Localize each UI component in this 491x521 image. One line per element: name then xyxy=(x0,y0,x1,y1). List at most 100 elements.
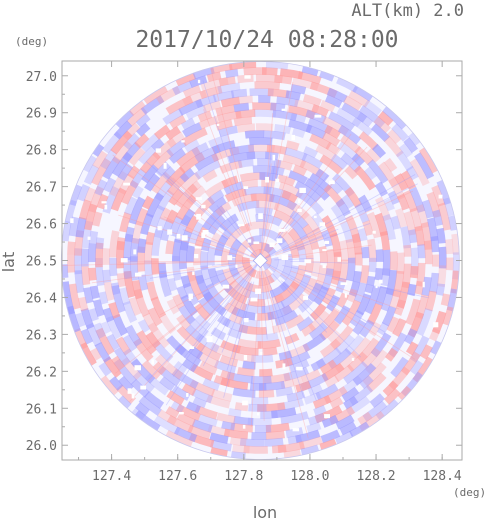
radar-echo-cell xyxy=(138,395,162,416)
radar-echo-cell xyxy=(165,240,175,255)
radar-echo-cell xyxy=(224,223,252,248)
radar-radial-streak xyxy=(266,264,416,360)
radar-echo-cell xyxy=(186,335,206,353)
y-tick-label: 26.6 xyxy=(26,218,57,233)
radar-echo-cell xyxy=(297,71,322,85)
radar-echo-cell xyxy=(324,374,340,388)
radar-no-data-gap xyxy=(123,182,131,186)
radar-echo-cell xyxy=(219,354,239,368)
x-tick-label: 127.8 xyxy=(224,469,263,484)
radar-echo-cell xyxy=(333,305,351,325)
radar-echo-cell xyxy=(67,241,76,255)
radar-echo-cell xyxy=(197,110,213,123)
radar-echo-cell xyxy=(428,327,441,342)
radar-no-data-gap xyxy=(313,215,317,219)
radar-echo-cell xyxy=(302,332,327,353)
radar-echo-cell xyxy=(229,297,248,312)
radar-echo-cell xyxy=(186,185,207,206)
radar-echo-cell xyxy=(320,429,341,444)
y-tick-label: 26.4 xyxy=(26,291,57,306)
radar-echo-cell xyxy=(180,208,196,227)
radar-echo-cell xyxy=(184,324,205,343)
radar-echo-cell xyxy=(186,270,205,301)
radar-echo-cell xyxy=(141,164,159,184)
radar-echo-cell xyxy=(272,109,298,122)
radar-echo-cell xyxy=(145,231,156,246)
radar-echo-cell xyxy=(227,151,256,164)
radar-echo-cell xyxy=(394,299,407,316)
radar-echo-cell xyxy=(384,347,399,362)
radar-echo-cell xyxy=(221,175,239,189)
radar-echo-cell xyxy=(421,276,432,297)
radar-no-data-gap xyxy=(276,238,283,244)
radar-echo-cell xyxy=(254,81,281,90)
radar-echo-cell xyxy=(171,385,191,401)
radar-echo-cell xyxy=(220,96,241,108)
radar-no-data-gap xyxy=(265,176,269,183)
radar-echo-cell xyxy=(135,113,151,128)
radar-echo-cell xyxy=(125,324,143,347)
x-tick-label: 128.0 xyxy=(290,469,329,484)
radar-echo-cell xyxy=(173,426,198,443)
radar-echo-cell xyxy=(352,84,374,102)
radar-echo-cell xyxy=(424,290,437,312)
radar-echo-cell xyxy=(338,375,363,396)
radar-echo-cell xyxy=(321,414,339,428)
radar-radial-streak xyxy=(146,263,257,351)
radar-echo-cell xyxy=(341,386,360,403)
radar-echo-cell xyxy=(130,407,146,422)
radar-echo-cell xyxy=(290,83,307,95)
radar-no-data-gap xyxy=(181,235,188,241)
radar-echo-cell xyxy=(255,207,274,217)
radar-echo-cell xyxy=(166,277,178,292)
radar-echo-cell xyxy=(270,102,286,112)
x-tick-label: 128.4 xyxy=(423,469,462,484)
radar-echo-cell xyxy=(344,165,359,180)
radar-echo-cell xyxy=(122,122,141,141)
radar-radial-streak xyxy=(264,271,317,401)
radar-echo-cell xyxy=(334,430,355,446)
radar-echo-cell xyxy=(242,256,258,278)
radar-echo-cell xyxy=(94,341,112,363)
radar-echo-cell xyxy=(319,359,338,375)
radar-echo-cell xyxy=(88,185,105,213)
radar-radial-streak xyxy=(260,137,273,255)
radar-echo-cell xyxy=(309,303,327,321)
radar-echo-cell xyxy=(259,172,279,182)
radar-radial-streak xyxy=(282,264,429,299)
radar-echo-cell xyxy=(310,260,321,278)
radar-echo-cell xyxy=(397,385,413,402)
radar-echo-cell xyxy=(437,265,447,288)
radar-echo-cell xyxy=(295,380,312,393)
radar-echo-cell xyxy=(255,123,274,132)
radar-radial-streak xyxy=(281,280,362,358)
radar-no-data-gap xyxy=(201,232,206,239)
radar-echo-cell xyxy=(153,415,181,436)
radar-echo-cell xyxy=(432,209,444,227)
radar-echo-cell xyxy=(271,407,297,419)
radar-echo-cell xyxy=(235,109,256,119)
radar-echo-cell xyxy=(436,179,453,205)
radar-echo-cell xyxy=(186,245,196,263)
radar-echo-cell xyxy=(217,82,241,94)
radar-echo-cell xyxy=(175,183,199,209)
radar-echo-cell xyxy=(176,325,192,341)
radar-echo-cell xyxy=(103,281,115,302)
radar-echo-cell xyxy=(345,257,356,282)
radar-echo-cell xyxy=(280,289,302,309)
radar-echo-cell xyxy=(262,346,278,356)
radar-radial-streak xyxy=(211,261,243,266)
radar-echo-cell xyxy=(166,415,194,434)
radar-echo-cell xyxy=(195,94,217,109)
radar-echo-cell xyxy=(74,270,85,294)
radar-echo-cell xyxy=(223,428,249,440)
radar-echo-cell xyxy=(141,195,154,210)
radar-echo-cell xyxy=(198,115,219,130)
radar-echo-cell xyxy=(382,380,399,397)
radar-echo-cell xyxy=(130,358,156,384)
radar-radial-streak xyxy=(202,80,250,227)
radar-echo-cell xyxy=(418,146,440,174)
radar-echo-cell xyxy=(268,257,279,273)
radar-echo-cell xyxy=(106,333,121,351)
radar-echo-cell xyxy=(169,114,187,129)
